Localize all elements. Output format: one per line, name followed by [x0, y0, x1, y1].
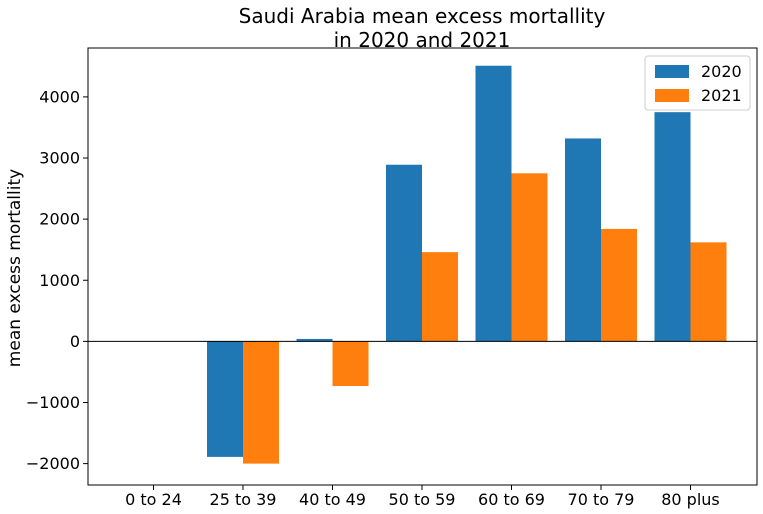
legend-label-2021: 2021 [701, 86, 742, 105]
bar-2021-2 [243, 341, 279, 464]
legend-swatch-2020 [655, 65, 689, 78]
y-axis-label: mean excess mortallity [5, 169, 25, 367]
y-tick-label: 0 [70, 332, 80, 351]
x-tick-label: 60 to 69 [478, 490, 545, 509]
bar-2021-6 [601, 228, 637, 342]
y-tick-label: −2000 [26, 454, 80, 473]
bar-2020-6 [565, 138, 601, 342]
bar-2020-3 [296, 338, 333, 342]
y-tick-label: 4000 [39, 87, 80, 106]
bar-2021-3 [332, 341, 369, 386]
bar-2021-4 [422, 252, 458, 342]
bar-2021-5 [511, 173, 548, 342]
bar-2020-5 [475, 65, 512, 342]
y-tick-label: 2000 [39, 210, 80, 229]
bar-2020-7 [654, 112, 691, 342]
x-tick-label: 80 plus [661, 490, 720, 509]
x-tick-label: 50 to 59 [389, 490, 456, 509]
legend-label-2020: 2020 [701, 62, 742, 81]
y-tick-label: −1000 [26, 393, 80, 412]
bar-2021-7 [690, 242, 727, 342]
x-tick-label: 25 to 39 [210, 490, 277, 509]
y-tick-label: 3000 [39, 149, 80, 168]
x-tick-label: 40 to 49 [299, 490, 366, 509]
y-tick-label: 1000 [39, 271, 80, 290]
legend: 2020 2021 [644, 55, 751, 111]
bar-2020-4 [386, 164, 422, 342]
plot-frame [87, 47, 758, 486]
bar-2020-2 [207, 341, 243, 457]
x-tick-label: 0 to 24 [125, 490, 182, 509]
x-tick-label: 70 to 79 [568, 490, 635, 509]
legend-swatch-2021 [655, 89, 689, 102]
chart-title-line-1: Saudi Arabia mean excess mortallity [239, 4, 606, 28]
plot-area: −2000 −1000 0 1000 2000 3000 4000 0 to 24 25 to … [26, 65, 757, 509]
